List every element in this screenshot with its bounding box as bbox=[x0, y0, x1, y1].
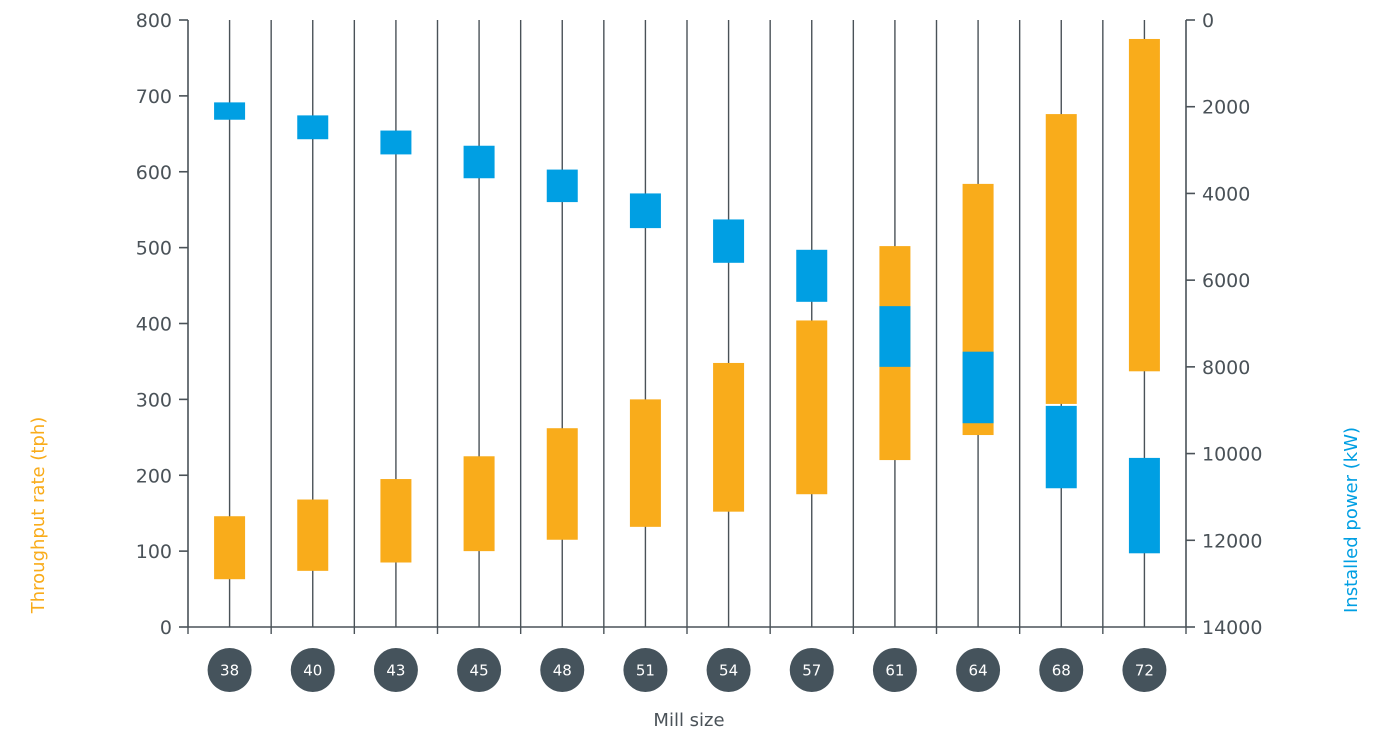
y-axis-left-title: Throughput rate (tph) bbox=[28, 417, 49, 615]
y-right-tick-label: 14000 bbox=[1202, 617, 1262, 639]
y-left-tick-label: 700 bbox=[136, 86, 172, 108]
category-badge-circle bbox=[207, 648, 252, 692]
y-left-tick-label: 500 bbox=[136, 238, 172, 260]
category-label: 38 bbox=[220, 662, 239, 680]
category-badge-40: 40 bbox=[290, 648, 335, 692]
category-badge-57: 57 bbox=[789, 648, 834, 692]
category-label: 48 bbox=[553, 662, 572, 680]
category-badge-circle bbox=[1122, 648, 1167, 692]
y-left-tick-label: 300 bbox=[136, 389, 172, 411]
power-bar-64 bbox=[962, 351, 994, 424]
category-badge-64: 64 bbox=[956, 648, 1001, 692]
y-right-tick-label: 6000 bbox=[1202, 270, 1250, 292]
category-badge-circle bbox=[373, 648, 418, 692]
throughput-bar-48 bbox=[546, 428, 578, 540]
category-badge-circle bbox=[956, 648, 1001, 692]
category-badge-72: 72 bbox=[1122, 648, 1167, 692]
power-bar-72 bbox=[1128, 457, 1160, 554]
y-left-tick-label: 100 bbox=[136, 541, 172, 563]
power-bar-48 bbox=[546, 169, 578, 203]
y-left-tick-label: 200 bbox=[136, 465, 172, 487]
y-left-tick-label: 800 bbox=[136, 10, 172, 32]
category-label: 40 bbox=[303, 662, 322, 680]
category-badge-circle bbox=[540, 648, 585, 692]
category-badge-circle bbox=[290, 648, 335, 692]
y-right-tick-label: 12000 bbox=[1202, 530, 1262, 552]
category-label: 51 bbox=[636, 662, 655, 680]
category-badge-circle bbox=[457, 648, 502, 692]
category-badge-68: 68 bbox=[1039, 648, 1084, 692]
throughput-bar-40 bbox=[297, 499, 329, 571]
power-bar-51 bbox=[629, 193, 661, 229]
category-label: 61 bbox=[885, 662, 904, 680]
throughput-bar-38 bbox=[214, 516, 246, 580]
category-label: 64 bbox=[969, 662, 988, 680]
power-bar-68 bbox=[1045, 405, 1077, 489]
category-badge-61: 61 bbox=[872, 648, 917, 692]
y-right-tick-label: 4000 bbox=[1202, 183, 1250, 205]
bars-layer bbox=[214, 38, 1160, 580]
y-left-tick-label: 400 bbox=[136, 314, 172, 336]
y-right-tick-label: 0 bbox=[1202, 10, 1214, 32]
categories-layer: 38 40 43 45 48 51 54 57 61 64 68 72 bbox=[207, 648, 1167, 692]
category-badge-45: 45 bbox=[457, 648, 502, 692]
throughput-bar-51 bbox=[629, 399, 661, 527]
category-label: 43 bbox=[386, 662, 405, 680]
power-bar-57 bbox=[796, 249, 828, 302]
category-label: 57 bbox=[802, 662, 821, 680]
y-right-tick-label: 2000 bbox=[1202, 97, 1250, 119]
category-label: 45 bbox=[470, 662, 489, 680]
category-badge-43: 43 bbox=[373, 648, 418, 692]
category-label: 72 bbox=[1135, 662, 1154, 680]
power-bar-40 bbox=[297, 115, 329, 140]
category-badge-circle bbox=[623, 648, 668, 692]
y-right-tick-label: 8000 bbox=[1202, 357, 1250, 379]
category-badge-circle bbox=[872, 648, 917, 692]
power-bar-45 bbox=[463, 145, 495, 179]
power-bar-43 bbox=[380, 130, 412, 155]
grid-layer bbox=[228, 20, 1146, 627]
power-bar-54 bbox=[713, 219, 745, 263]
category-badge-38: 38 bbox=[207, 648, 252, 692]
x-axis-title: Mill size bbox=[653, 710, 724, 731]
throughput-bar-45 bbox=[463, 456, 495, 552]
throughput-bar-72 bbox=[1128, 38, 1160, 372]
category-badge-circle bbox=[706, 648, 751, 692]
category-label: 68 bbox=[1052, 662, 1071, 680]
y-axis-right-title: Installed power (kW) bbox=[1341, 427, 1362, 613]
power-bar-38 bbox=[214, 102, 246, 120]
category-badge-circle bbox=[1039, 648, 1084, 692]
category-label: 54 bbox=[719, 662, 738, 680]
throughput-bar-43 bbox=[380, 479, 412, 563]
y-right-tick-label: 10000 bbox=[1202, 444, 1262, 466]
category-badge-54: 54 bbox=[706, 648, 751, 692]
category-badge-circle bbox=[789, 648, 834, 692]
power-bar-61 bbox=[879, 306, 911, 367]
throughput-bar-57 bbox=[796, 320, 828, 495]
y-left-tick-label: 600 bbox=[136, 162, 172, 184]
category-badge-48: 48 bbox=[540, 648, 585, 692]
throughput-bar-54 bbox=[713, 362, 745, 512]
category-badge-51: 51 bbox=[623, 648, 668, 692]
throughput-bar-68 bbox=[1045, 114, 1077, 404]
y-left-tick-label: 0 bbox=[160, 617, 172, 639]
